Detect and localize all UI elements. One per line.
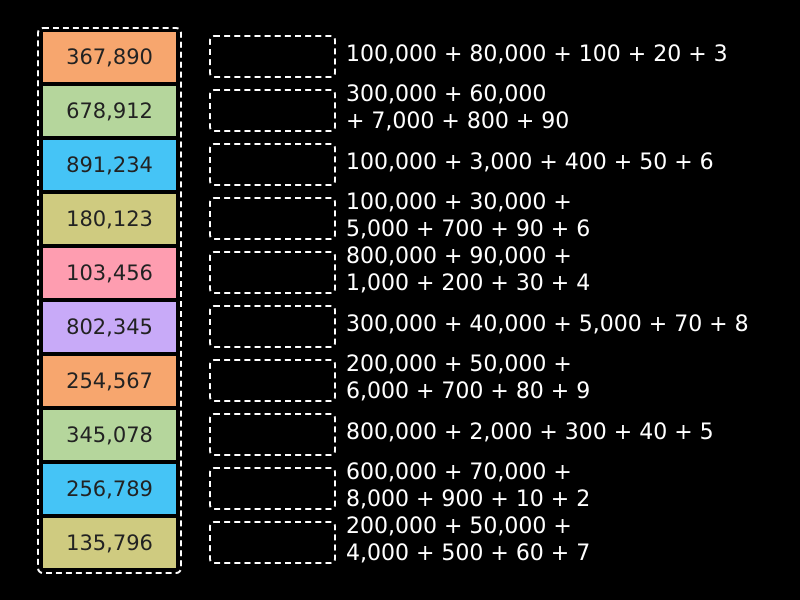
number-tile[interactable]: 802,345 bbox=[43, 302, 176, 352]
drop-slot[interactable] bbox=[209, 143, 336, 186]
clue-line: 300,000 + 40,000 + 5,000 + 70 + 8 bbox=[346, 311, 749, 337]
clue-line: 8,000 + 900 + 10 + 2 bbox=[346, 487, 591, 512]
clue-line: 5,000 + 700 + 90 + 6 bbox=[346, 217, 591, 242]
expanded-form-clue: 200,000 + 50,000 +6,000 + 700 + 80 + 9 bbox=[346, 352, 786, 404]
expanded-form-clue: 800,000 + 90,000 +1,000 + 200 + 30 + 4 bbox=[346, 244, 786, 296]
clue-line: 300,000 + 60,000 bbox=[346, 82, 547, 107]
number-tile[interactable]: 891,234 bbox=[43, 140, 176, 190]
expanded-form-clue: 300,000 + 40,000 + 5,000 + 70 + 8 bbox=[346, 299, 786, 349]
number-tile[interactable]: 103,456 bbox=[43, 248, 176, 298]
expanded-form-clue: 200,000 + 50,000 +4,000 + 500 + 60 + 7 bbox=[346, 514, 786, 566]
tile-tray bbox=[37, 27, 182, 574]
number-tile[interactable]: 345,078 bbox=[43, 410, 176, 460]
drop-slot[interactable] bbox=[209, 359, 336, 402]
expanded-form-clue: 100,000 + 80,000 + 100 + 20 + 3 bbox=[346, 29, 786, 79]
drop-slot[interactable] bbox=[209, 35, 336, 78]
clue-line: 800,000 + 2,000 + 300 + 40 + 5 bbox=[346, 419, 714, 445]
number-tile[interactable]: 254,567 bbox=[43, 356, 176, 406]
number-tile[interactable]: 256,789 bbox=[43, 464, 176, 514]
clue-line: 100,000 + 3,000 + 400 + 50 + 6 bbox=[346, 149, 714, 175]
expanded-form-clue: 300,000 + 60,000 + 7,000 + 800 + 90 bbox=[346, 82, 786, 134]
clue-line: 4,000 + 500 + 60 + 7 bbox=[346, 541, 591, 566]
drop-slot[interactable] bbox=[209, 467, 336, 510]
number-tile[interactable]: 135,796 bbox=[43, 518, 176, 568]
clue-line: 200,000 + 50,000 + bbox=[346, 352, 572, 377]
clue-line: 600,000 + 70,000 + bbox=[346, 460, 572, 485]
drop-slot[interactable] bbox=[209, 413, 336, 456]
expanded-form-clue: 600,000 + 70,000 +8,000 + 900 + 10 + 2 bbox=[346, 460, 786, 512]
expanded-form-clue: 800,000 + 2,000 + 300 + 40 + 5 bbox=[346, 407, 786, 457]
expanded-form-clue: 100,000 + 3,000 + 400 + 50 + 6 bbox=[346, 137, 786, 187]
expanded-form-clue: 100,000 + 30,000 +5,000 + 700 + 90 + 6 bbox=[346, 190, 786, 242]
clue-line: 800,000 + 90,000 + bbox=[346, 244, 572, 269]
clue-line: + 7,000 + 800 + 90 bbox=[346, 109, 570, 134]
clue-line: 100,000 + 30,000 + bbox=[346, 190, 572, 215]
number-tile[interactable]: 180,123 bbox=[43, 194, 176, 244]
number-tile[interactable]: 678,912 bbox=[43, 86, 176, 136]
clue-line: 200,000 + 50,000 + bbox=[346, 514, 572, 539]
clue-line: 100,000 + 80,000 + 100 + 20 + 3 bbox=[346, 41, 728, 67]
clue-line: 6,000 + 700 + 80 + 9 bbox=[346, 379, 591, 404]
drop-slot[interactable] bbox=[209, 251, 336, 294]
drop-slot[interactable] bbox=[209, 521, 336, 564]
number-tile[interactable]: 367,890 bbox=[43, 32, 176, 82]
drop-slot[interactable] bbox=[209, 305, 336, 348]
clue-line: 1,000 + 200 + 30 + 4 bbox=[346, 271, 591, 296]
drop-slot[interactable] bbox=[209, 197, 336, 240]
drop-slot[interactable] bbox=[209, 89, 336, 132]
